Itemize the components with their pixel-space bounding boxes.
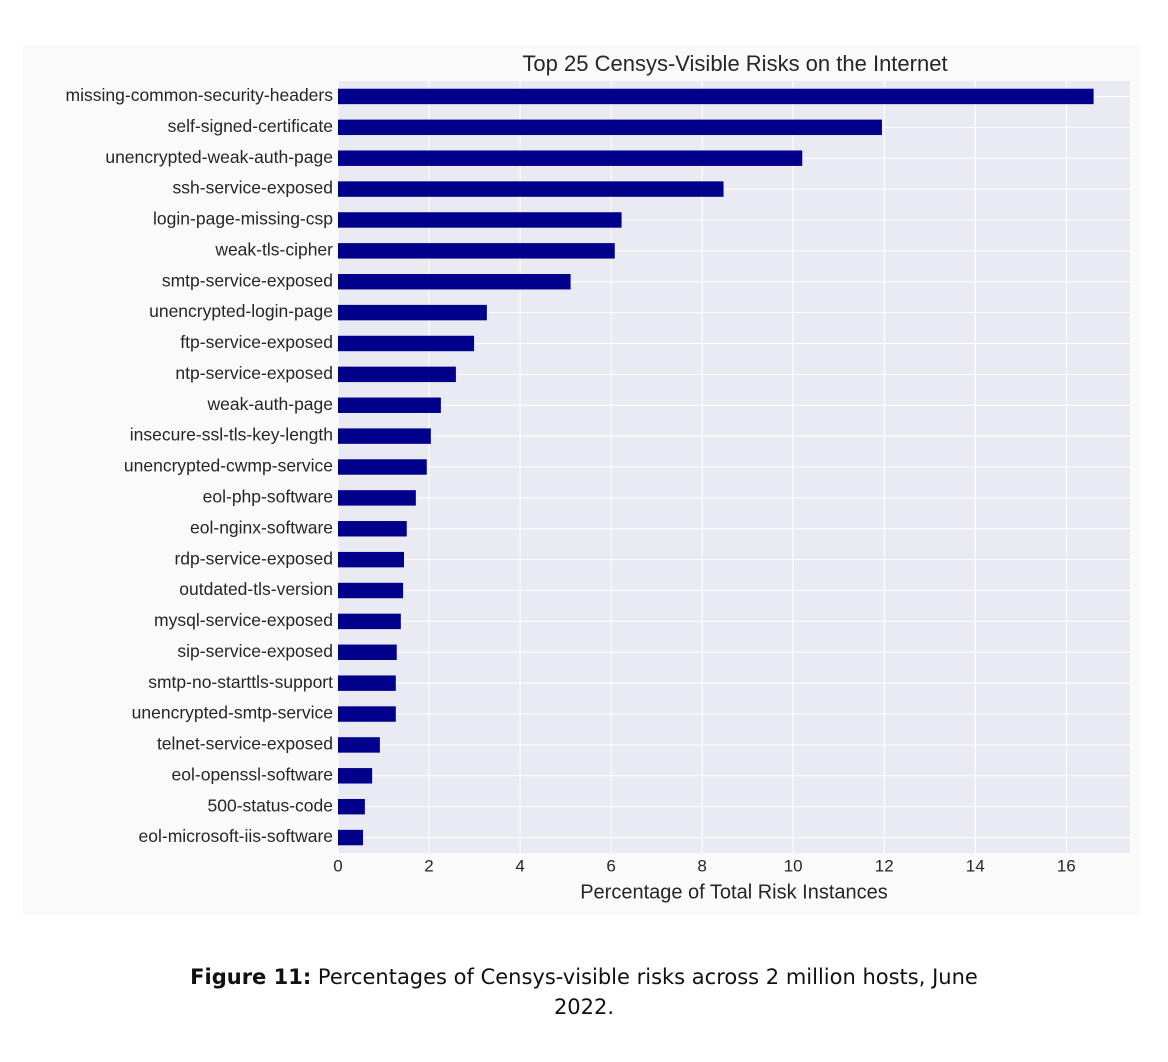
bar [338,582,404,599]
y-tick-label: outdated-tls-version [179,579,333,599]
y-tick-label: ftp-service-exposed [180,332,333,352]
caption-text: Percentages of Censys-visible risks acro… [317,965,978,1019]
bar [338,88,1094,105]
bar [338,304,487,321]
y-tick-label: eol-microsoft-iis-software [139,826,333,846]
bar [338,243,615,259]
bar [338,490,416,506]
y-tick-label: smtp-no-starttls-support [148,672,333,692]
y-tick-label: smtp-service-exposed [162,270,333,290]
x-tick-label: 6 [606,856,615,875]
bar [338,150,803,166]
y-tick-label: self-signed-certificate [168,116,333,136]
y-tick-label: telnet-service-exposed [157,734,333,754]
y-tick-label: insecure-ssl-tls-key-length [130,425,333,445]
y-tick-label: eol-php-software [203,487,333,507]
y-tick-label: missing-common-security-headers [66,85,334,105]
y-tick-label: 500-status-code [208,795,334,815]
bar [338,737,380,753]
x-tick-label: 16 [1057,856,1076,875]
x-tick-label: 8 [697,856,706,875]
x-tick-label: 12 [875,856,894,875]
chart-title: Top 25 Censys-Visible Risks on the Inter… [522,51,947,76]
y-tick-label: login-page-missing-csp [153,209,333,229]
y-tick-label: ntp-service-exposed [175,363,333,383]
bar [338,459,427,475]
y-tick-label: weak-tls-cipher [214,239,333,259]
x-tick-label: 2 [424,856,433,875]
y-tick-label: unencrypted-smtp-service [132,703,333,723]
y-tick-label: ssh-service-exposed [173,178,333,198]
bar [338,798,365,815]
figure-caption: Figure 11: Percentages of Censys-visible… [164,962,1004,1022]
x-tick-label: 14 [966,856,985,875]
bar [338,212,622,228]
bar [338,366,456,383]
bar [338,335,475,352]
bar [338,829,364,846]
bar [338,521,407,537]
bar [338,428,431,444]
x-tick-label: 10 [784,856,803,875]
bar [338,274,571,290]
y-tick-label: eol-openssl-software [172,764,333,784]
x-tick-label: 4 [515,856,524,875]
bar [338,675,396,691]
y-tick-label: eol-nginx-software [190,517,333,537]
x-tick-label: 0 [333,856,342,875]
bar [338,181,724,197]
bar [338,119,882,136]
chart: Top 25 Censys-Visible Risks on the Inter… [65,50,1130,904]
bar [338,551,404,568]
bar [338,644,397,660]
y-tick-label: unencrypted-login-page [149,301,333,321]
y-tick-label: rdp-service-exposed [174,548,333,568]
y-tick-label: unencrypted-weak-auth-page [105,147,333,167]
y-tick-label: sip-service-exposed [177,641,333,661]
caption-label: Figure 11: [190,965,312,989]
bar [338,706,396,722]
y-tick-label: mysql-service-exposed [154,610,333,630]
bar [338,397,441,413]
bar [338,613,401,630]
y-tick-label: unencrypted-cwmp-service [124,456,333,476]
x-axis-label: Percentage of Total Risk Instances [580,881,888,903]
bar [338,768,373,784]
y-tick-label: weak-auth-page [207,394,334,414]
